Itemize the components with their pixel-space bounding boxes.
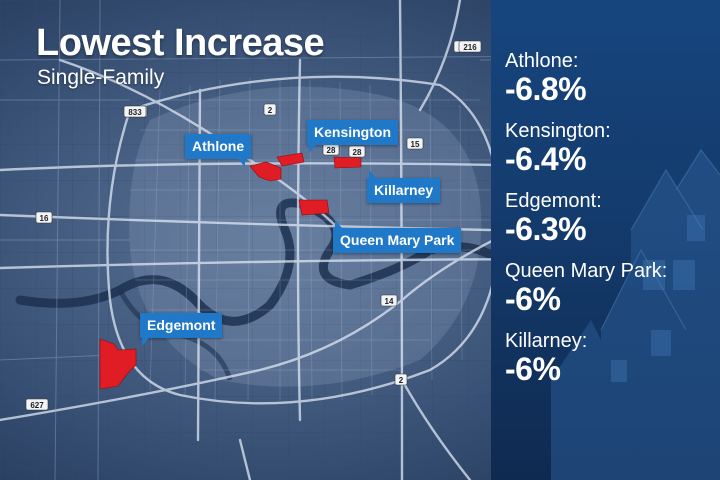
stat-athlone-value: -6.8% bbox=[505, 71, 587, 107]
callout-athlone: Athlone bbox=[185, 134, 252, 167]
stat-edgemont: Edgemont: -6.3% bbox=[505, 190, 720, 246]
callout-kensington: Kensington bbox=[307, 120, 398, 153]
stat-edgemont-name: Edgemont: bbox=[505, 190, 602, 212]
stats-list: Athlone: -6.8% Kensington: -6.4% Edgemon… bbox=[505, 50, 720, 400]
stat-killarney: Killarney: -6% bbox=[505, 330, 720, 386]
highway-shield: 216 bbox=[458, 40, 482, 53]
stat-kensington: Kensington: -6.4% bbox=[505, 120, 720, 176]
highway-shield: 2 bbox=[263, 103, 277, 116]
svg-text:14: 14 bbox=[385, 297, 394, 306]
highway-shields: 214161521621628282627833216 bbox=[25, 40, 482, 411]
stat-athlone-name: Athlone: bbox=[505, 50, 579, 72]
highway-shield: 833 bbox=[123, 105, 147, 118]
callout-athlone-label: Athlone bbox=[192, 138, 245, 154]
highway-shield: 15 bbox=[406, 137, 424, 150]
highway-shield: 16 bbox=[35, 211, 53, 224]
stat-queen-mary-park-name: Queen Mary Park: bbox=[505, 260, 668, 282]
svg-text:16: 16 bbox=[40, 214, 49, 223]
highlighted-areas bbox=[99, 152, 362, 390]
svg-text:216: 216 bbox=[463, 43, 477, 52]
stat-athlone: Athlone: -6.8% bbox=[505, 50, 720, 106]
highway-shield: 2 bbox=[394, 373, 408, 386]
svg-text:627: 627 bbox=[30, 401, 44, 410]
callout-queen-mary-park-label: Queen Mary Park bbox=[340, 232, 455, 248]
athlone-area bbox=[249, 161, 282, 182]
svg-text:833: 833 bbox=[128, 108, 142, 117]
callout-edgemont: Edgemont bbox=[140, 313, 223, 346]
stat-kensington-value: -6.4% bbox=[505, 141, 587, 177]
highway-shield: 28 bbox=[322, 143, 340, 156]
svg-text:28: 28 bbox=[327, 146, 336, 155]
callout-queen-mary-park: Queen Mary Park bbox=[333, 220, 462, 253]
svg-text:2: 2 bbox=[399, 376, 404, 385]
stat-killarney-name: Killarney: bbox=[505, 330, 588, 352]
houses-background bbox=[491, 0, 720, 480]
svg-text:15: 15 bbox=[411, 140, 420, 149]
stat-queen-mary-park-value: -6% bbox=[505, 281, 561, 317]
highway-shield: 14 bbox=[380, 294, 398, 307]
callout-kensington-label: Kensington bbox=[314, 124, 391, 140]
callout-edgemont-label: Edgemont bbox=[147, 317, 216, 333]
stat-kensington-name: Kensington: bbox=[505, 120, 611, 142]
highway-shield: 28 bbox=[348, 145, 366, 158]
stat-queen-mary-park: Queen Mary Park: -6% bbox=[505, 260, 720, 316]
callout-killarney-label: Killarney bbox=[374, 182, 434, 198]
stat-killarney-value: -6% bbox=[505, 351, 561, 387]
svg-text:2: 2 bbox=[268, 106, 273, 115]
page-title: Lowest Increase bbox=[36, 22, 325, 64]
highway-shield: 627 bbox=[25, 398, 49, 411]
killarney-area bbox=[333, 156, 362, 169]
page-subtitle: Single-Family bbox=[37, 66, 165, 89]
queen-mary-park-area bbox=[298, 199, 330, 216]
kensington-area bbox=[276, 152, 305, 167]
edgemont-area bbox=[99, 338, 137, 390]
callout-killarney: Killarney bbox=[367, 170, 441, 203]
svg-text:28: 28 bbox=[353, 148, 362, 157]
stat-edgemont-value: -6.3% bbox=[505, 211, 587, 247]
stats-panel: Athlone: -6.8% Kensington: -6.4% Edgemon… bbox=[491, 0, 720, 480]
